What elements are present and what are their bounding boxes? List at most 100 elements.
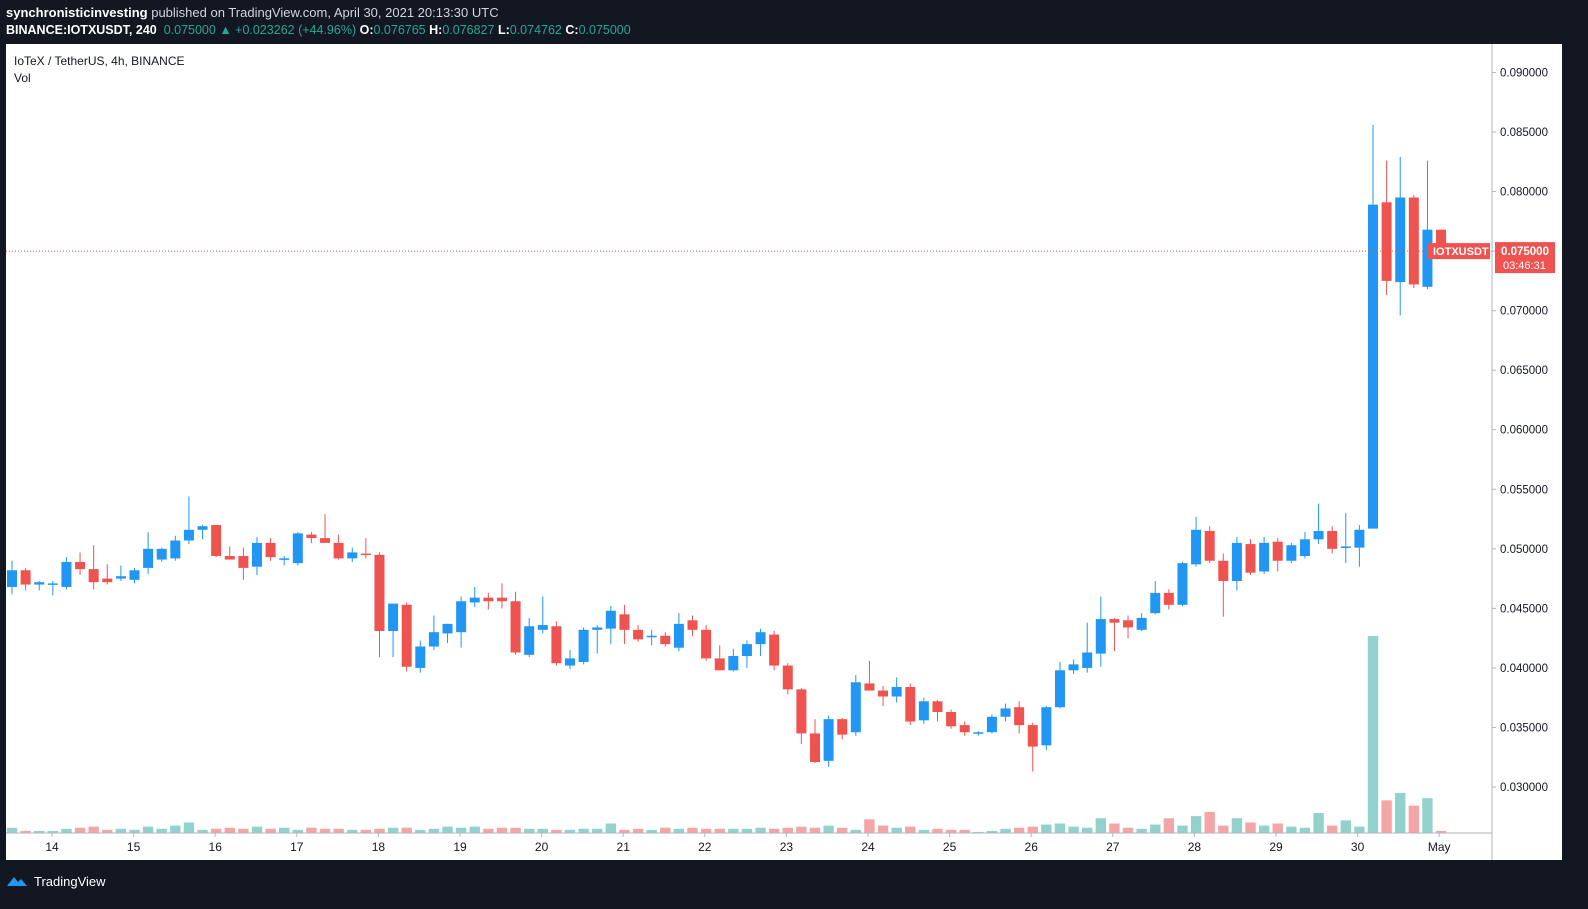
- volume-bar: [537, 828, 548, 833]
- time-axis[interactable]: 14 15 16 17 18 19 20 21 22 23 24 25 26 27 28 29 30 May: [45, 833, 1451, 854]
- price-tick-label: 0.045000: [1500, 603, 1548, 615]
- volume-bar: [442, 826, 453, 833]
- volume-bar: [469, 826, 480, 833]
- volume-bar: [1272, 823, 1283, 833]
- candle-body: [605, 610, 616, 629]
- candle-body: [646, 635, 657, 638]
- candle-body: [959, 725, 970, 733]
- volume-bar: [755, 827, 766, 833]
- candle-body: [1123, 620, 1134, 628]
- series-title[interactable]: IoTeX / TetherUS, 4h, BINANCE: [14, 54, 185, 68]
- volume-bar: [387, 827, 399, 833]
- footer: TradingView: [6, 866, 106, 896]
- volume-bar: [592, 828, 603, 833]
- candle-body: [850, 682, 861, 733]
- time-tick-label: 22: [698, 840, 712, 854]
- volume-bar: [129, 829, 140, 833]
- time-tick-label: 15: [127, 840, 141, 854]
- volume-label[interactable]: Vol: [14, 71, 31, 85]
- volume-bar: [1150, 824, 1161, 833]
- candle-body: [714, 658, 725, 671]
- candle-body: [374, 554, 385, 632]
- candle-body: [565, 658, 576, 666]
- candle-body: [701, 629, 712, 659]
- candle-body: [211, 525, 222, 556]
- volume-bar: [374, 828, 385, 833]
- time-tick-label: 27: [1106, 840, 1120, 854]
- volume-bar: [510, 827, 521, 833]
- candle-body: [1204, 530, 1215, 561]
- candle-body: [1259, 542, 1270, 572]
- candle-body: [510, 601, 521, 653]
- volume-bar: [605, 823, 617, 833]
- candle-body: [34, 582, 45, 585]
- candle-body: [1000, 708, 1011, 717]
- volume-bar: [782, 827, 793, 833]
- candle-body: [1272, 541, 1283, 561]
- candle-body: [551, 626, 562, 664]
- candle-body: [673, 623, 684, 648]
- price-tick-label: 0.040000: [1500, 663, 1548, 675]
- volume-bar: [251, 826, 263, 833]
- volume-bar: [224, 827, 235, 833]
- candle-body: [442, 623, 453, 634]
- volume-bar: [428, 828, 440, 833]
- time-tick-label: 25: [943, 840, 957, 854]
- time-tick-label: 20: [535, 840, 549, 854]
- candle-body: [741, 644, 752, 657]
- candle-body: [524, 626, 535, 655]
- volume-bar: [1381, 800, 1392, 833]
- candle-body: [1014, 707, 1025, 726]
- volume-bar: [102, 829, 113, 833]
- time-tick-label: 30: [1351, 840, 1365, 854]
- price-tick-label: 0.065000: [1500, 365, 1548, 377]
- publish-line: synchronisticinvesting published on Trad…: [6, 5, 499, 20]
- volume-bar: [551, 829, 562, 833]
- author-name[interactable]: synchronisticinvesting: [6, 5, 148, 20]
- volume-bar: [796, 826, 807, 833]
- volume-bar: [1081, 827, 1093, 833]
- volume-bar: [347, 829, 358, 833]
- time-tick-label: 17: [290, 840, 304, 854]
- price-tick-label: 0.060000: [1500, 425, 1548, 437]
- candle-body: [197, 526, 208, 530]
- volume-bar: [823, 825, 834, 833]
- volume-bar: [197, 829, 208, 833]
- volume-bar: [632, 828, 644, 833]
- volume-bar: [88, 826, 99, 833]
- candle-body: [183, 529, 194, 541]
- price-tick-label: 0.035000: [1500, 722, 1548, 734]
- candle-body: [660, 635, 671, 645]
- volume-bar: [1122, 827, 1134, 833]
- candle-body: [20, 570, 31, 585]
- candle-body: [878, 690, 889, 697]
- candle-body: [578, 629, 589, 662]
- volume-bar: [905, 826, 916, 833]
- volume-bar: [1163, 818, 1175, 833]
- volume-bar: [837, 827, 848, 833]
- candle-body: [1286, 545, 1297, 561]
- volume-bar: [265, 828, 276, 833]
- volume-bar: [1000, 828, 1011, 833]
- candle-body: [905, 686, 916, 722]
- candle-body: [428, 632, 439, 647]
- candle-body: [333, 542, 344, 559]
- price-axis[interactable]: 0.090000 0.085000 0.080000 0.075000 0.070000…: [1492, 67, 1548, 794]
- candle-body: [986, 716, 997, 733]
- volume-bar: [1068, 826, 1079, 833]
- volume-bar: [1367, 636, 1379, 833]
- candle-body: [1082, 652, 1093, 668]
- brand-name[interactable]: TradingView: [34, 873, 106, 889]
- volume-bar: [415, 829, 426, 833]
- volume-bar: [809, 827, 821, 833]
- candle-body: [143, 548, 154, 568]
- candle-body: [687, 620, 698, 630]
- volume-bar: [877, 825, 889, 833]
- candle-body: [864, 683, 875, 691]
- volume-bar: [74, 827, 86, 833]
- candle-body: [292, 533, 303, 564]
- low-label: L:: [497, 23, 510, 37]
- low-value: 0.074762: [509, 23, 562, 37]
- volume-bar: [1027, 826, 1038, 833]
